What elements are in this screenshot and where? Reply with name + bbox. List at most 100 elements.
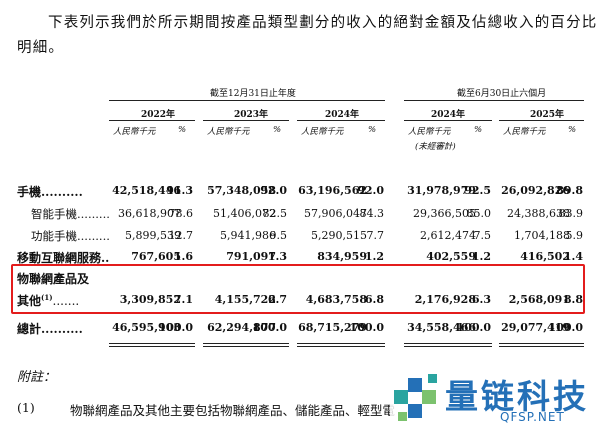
total-rule-5b [499,346,584,347]
cell-amount: 46,595,903 [112,321,181,334]
note-1-number: (1) [17,400,35,415]
cell-percent: 92.5 [464,184,491,197]
cell-percent: 83.9 [558,207,584,220]
cell-percent: 92.0 [357,184,384,197]
year-2025-h1: 2025年 [530,110,565,120]
watermark-brand: 量链科技 [445,377,589,416]
cell-percent: 6.3 [471,293,491,306]
year-2023: 2023年 [234,110,269,120]
cell-percent: 9.5 [269,229,288,242]
total-rule-3b [297,346,385,347]
row-label: 功能手機......... [31,229,110,243]
cell-percent: 100.0 [548,321,583,334]
rule-2024 [297,120,385,121]
row-label: 總計.......... [17,322,83,336]
total-rule-4 [404,343,492,344]
cell-percent: 12.7 [168,229,194,242]
cell-amount: 767,605 [131,250,181,263]
cell-amount: 2,612,474 [420,229,476,242]
rule-2024-h1 [404,120,492,121]
cell-percent: 7.5 [473,229,492,242]
unit-rmb-1: 人民幣千元 [113,127,156,137]
total-rule-4b [404,346,492,347]
year-2024: 2024年 [325,110,360,120]
cell-amount: 57,906,047 [304,207,367,220]
cell-percent: 84.3 [359,207,385,220]
unit-pct-3: % [368,125,377,135]
cell-amount: 63,196,562 [298,184,367,197]
row-label: 智能手機......... [31,207,110,221]
row-label-iot-line1: 物聯網產品及 [17,272,90,286]
cell-percent: 82.5 [262,207,288,220]
cell-amount: 26,092,826 [501,184,570,197]
notes-title: 附註： [17,370,57,385]
row-label: 移動互聯網服務.. [17,251,110,265]
cell-percent: 1.3 [267,250,287,263]
cell-percent: 1.2 [364,250,384,263]
cell-amount: 834,959 [317,250,367,263]
year-2022: 2022年 [141,110,176,120]
cell-amount: 34,558,466 [407,321,476,334]
cell-amount: 5,941,986 [220,229,276,242]
cell-percent: 85.0 [466,207,492,220]
highlight-box [11,264,585,314]
header-rule-six [404,100,584,101]
row-label-dots: ....... [52,294,80,308]
cell-amount: 791,097 [226,250,276,263]
cell-amount: 5,290,515 [311,229,367,242]
cell-percent: 7.1 [173,293,193,306]
cell-amount: 24,388,638 [507,207,570,220]
cell-amount: 1,704,188 [514,229,570,242]
header-rule-year [109,100,385,101]
cell-percent: 92.0 [260,184,287,197]
unit-pct-4: % [474,125,483,135]
unaudited-note: (未經審計) [415,142,456,152]
cell-amount: 29,366,505 [413,207,476,220]
year-2024-h1: 2024年 [431,110,466,120]
cell-percent: 1.4 [563,250,583,263]
cell-percent: 100.0 [252,321,287,334]
cell-amount: 5,899,539 [125,229,181,242]
cell-amount: 402,559 [426,250,476,263]
intro-line-2: 明細。 [17,40,65,56]
unit-pct-1: % [178,125,187,135]
cell-amount: 51,406,072 [213,207,276,220]
total-rule-5 [499,343,584,344]
total-rule-3 [297,343,385,344]
rule-2022 [109,120,195,121]
row-label-iot-line2: 其他(1)....... [17,292,79,309]
unit-pct-5: % [568,125,577,135]
cell-percent: 6.7 [267,293,287,306]
total-rule-1b [109,346,195,347]
cell-percent: 6.8 [364,293,384,306]
cell-amount: 3,309,852 [119,293,181,306]
cell-amount: 4,155,722 [214,293,276,306]
cell-amount: 31,978,979 [407,184,476,197]
cell-amount: 42,518,446 [112,184,181,197]
total-rule-2b [203,346,289,347]
unit-rmb-5: 人民幣千元 [503,127,546,137]
cell-amount: 2,568,091 [508,293,570,306]
cell-percent: 5.9 [565,229,584,242]
cell-percent: 89.8 [556,184,583,197]
cell-percent: 7.7 [366,229,385,242]
note-1-text: 物聯網產品及其他主要包括物聯網產品、儲能產品、輕型電 [70,403,396,418]
rule-2025-h1 [499,120,584,121]
header-year-ended: 截至12月31日止年度 [210,89,296,99]
total-rule-1 [109,343,195,344]
unit-rmb-3: 人民幣千元 [301,127,344,137]
row-label-iot-text: 其他 [17,294,42,308]
cell-amount: 36,618,907 [118,207,181,220]
cell-percent: 100.0 [456,321,491,334]
cell-amount: 29,077,419 [501,321,570,334]
intro-line-1: 下表列示我們於所示期間按產品類型劃分的收入的絕對金額及佔總收入的百分比 [48,15,598,31]
cell-amount: 62,294,877 [207,321,276,334]
unit-rmb-4: 人民幣千元 [408,127,451,137]
row-label: 手機.......... [17,185,83,199]
cell-percent: 1.2 [471,250,491,263]
cell-amount: 57,348,058 [207,184,276,197]
watermark-domain: QFSP.NET [500,410,565,424]
unit-pct-2: % [273,125,282,135]
footnote-ref: (1) [41,293,53,302]
rule-2023 [203,120,289,121]
